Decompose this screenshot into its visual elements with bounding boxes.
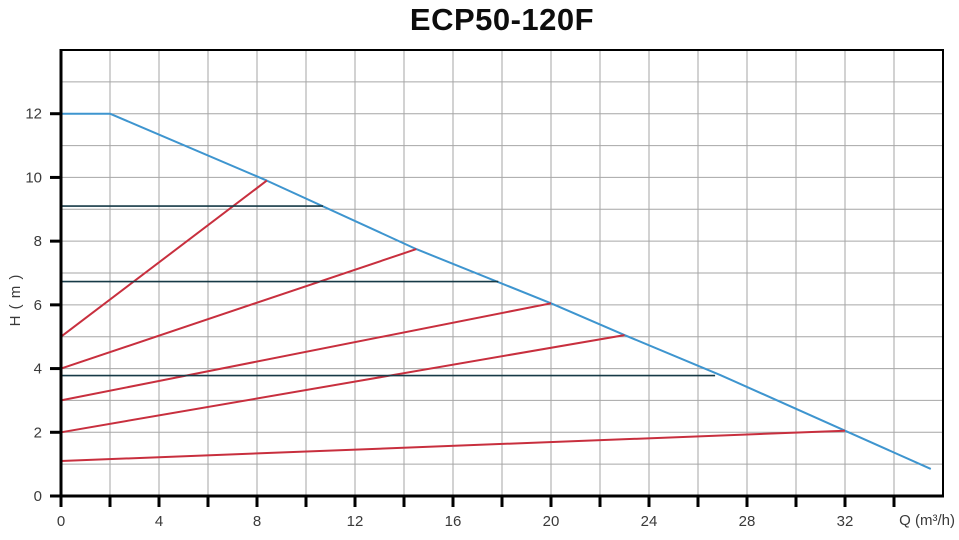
speed-curve-2 [60, 248, 417, 370]
pump-curve-max-speed [61, 112, 932, 470]
y-tick-label: 6 [34, 297, 42, 314]
x-tick-label: 0 [57, 513, 65, 530]
y-tick-label: 4 [34, 361, 42, 378]
y-tick-label: 2 [34, 424, 42, 441]
speed-curve-3 [60, 302, 552, 402]
x-tick-label: 32 [837, 513, 854, 530]
x-tick-label: 8 [253, 513, 261, 530]
speed-curve-4 [60, 334, 625, 434]
gridlines [61, 50, 943, 496]
chart-title: ECP50-120F [409, 2, 595, 37]
y-tick-label: 8 [34, 233, 42, 250]
series-curves [60, 112, 932, 470]
x-tick-label: 24 [641, 513, 658, 530]
x-axis-title: Q (m³/h) [899, 512, 955, 529]
x-tick-label: 4 [155, 513, 163, 530]
x-tick-label: 16 [445, 513, 462, 530]
speed-curve-1 [60, 179, 268, 338]
y-tick-label: 0 [34, 488, 42, 505]
speed-curve-5 [60, 429, 846, 462]
x-tick-label: 28 [739, 513, 756, 530]
x-tick-label: 12 [347, 513, 364, 530]
axis-ticks [50, 112, 896, 507]
y-tick-label: 10 [25, 169, 42, 186]
plot-frame [59, 49, 944, 498]
x-tick-label: 20 [543, 513, 560, 530]
y-tick-label: 12 [25, 106, 42, 123]
